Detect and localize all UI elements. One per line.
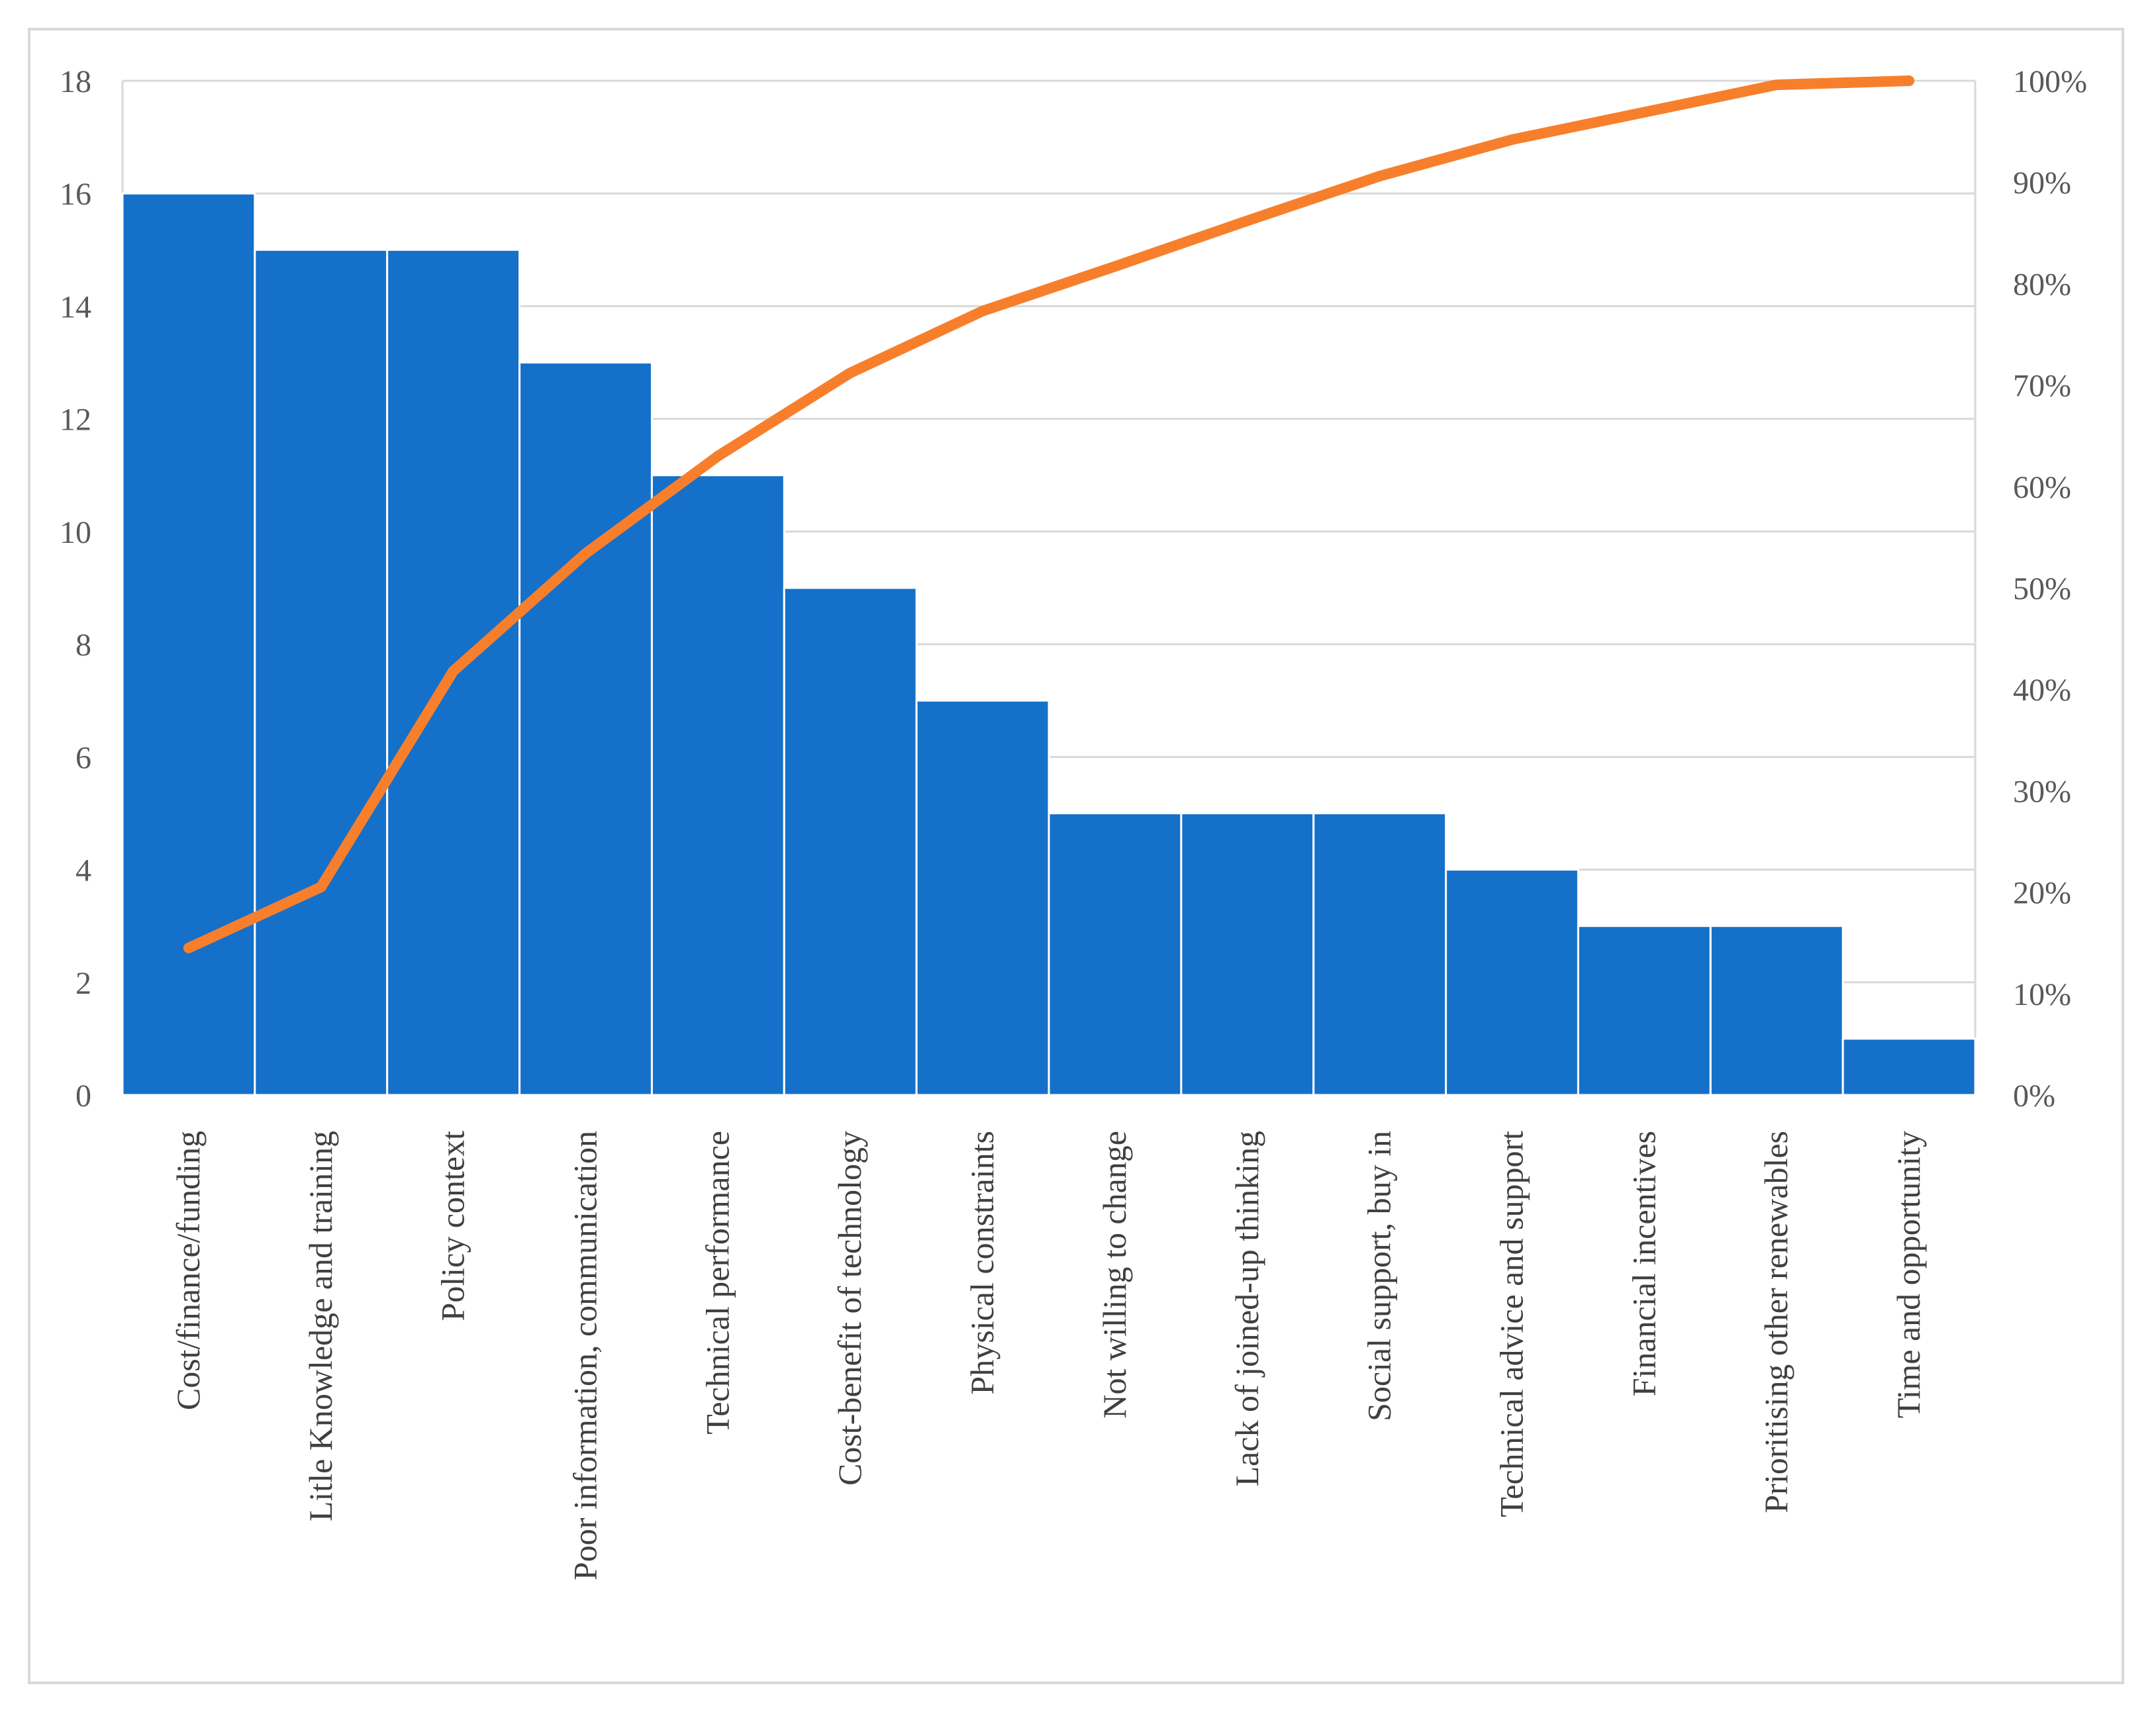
y2-tick-label: 70% — [2013, 369, 2071, 404]
bar — [121, 192, 256, 1096]
category-label: Prioritising other renewables — [1757, 1131, 1794, 1513]
category-label: Poor information, communication — [567, 1131, 604, 1580]
y2-tick-label: 30% — [2013, 774, 2071, 809]
bar — [915, 699, 1050, 1096]
category-label: Cost-benefit of technology — [831, 1131, 868, 1486]
y-tick-label: 18 — [60, 64, 91, 99]
category-label: Technical performance — [699, 1131, 736, 1435]
y2-tick-label: 50% — [2013, 571, 2071, 606]
category-label: Physical constraints — [963, 1131, 1001, 1395]
bar — [650, 474, 785, 1096]
y2-tick-label: 80% — [2013, 267, 2071, 302]
bar — [1312, 812, 1447, 1096]
category-label: Cost/finance/funding — [170, 1131, 207, 1410]
bar — [1048, 812, 1183, 1096]
cumulative-line — [183, 75, 1915, 953]
bar — [1841, 1037, 1977, 1096]
bar — [254, 248, 389, 1096]
bar — [1180, 812, 1315, 1096]
bar — [1709, 925, 1844, 1096]
y2-tick-label: 10% — [2013, 977, 2071, 1012]
category-label: Time and opportunity — [1890, 1131, 1927, 1418]
y-tick-label: 16 — [60, 177, 91, 212]
bar — [518, 361, 653, 1096]
y-tick-label: 14 — [60, 289, 91, 324]
y-tick-label: 12 — [60, 403, 91, 438]
y-tick-label: 2 — [75, 966, 91, 1001]
y2-tick-label: 60% — [2013, 470, 2071, 505]
bar — [1577, 925, 1712, 1096]
y2-tick-label: 40% — [2013, 673, 2071, 708]
category-label: Financial incentives — [1625, 1131, 1662, 1396]
y-tick-label: 8 — [75, 628, 91, 663]
bar — [783, 587, 918, 1096]
y-tick-label: 4 — [75, 853, 91, 888]
y2-tick-label: 90% — [2013, 166, 2071, 201]
category-label: Policy context — [434, 1131, 471, 1321]
y2-tick-label: 100% — [2013, 64, 2087, 99]
category-label: Social support, buy in — [1361, 1131, 1398, 1421]
y2-tick-label: 0% — [2013, 1078, 2055, 1114]
y2-tick-label: 20% — [2013, 876, 2071, 911]
y-tick-label: 0 — [75, 1078, 91, 1114]
category-label: Litle Knowledge and training — [302, 1131, 339, 1521]
category-label: Technical advice and support — [1493, 1131, 1530, 1517]
category-label: Lack of joined-up thinking — [1228, 1131, 1265, 1486]
y-tick-label: 10 — [60, 515, 91, 550]
y-tick-label: 6 — [75, 740, 91, 775]
category-label: Not willing to change — [1096, 1131, 1133, 1419]
bar — [1445, 869, 1579, 1096]
